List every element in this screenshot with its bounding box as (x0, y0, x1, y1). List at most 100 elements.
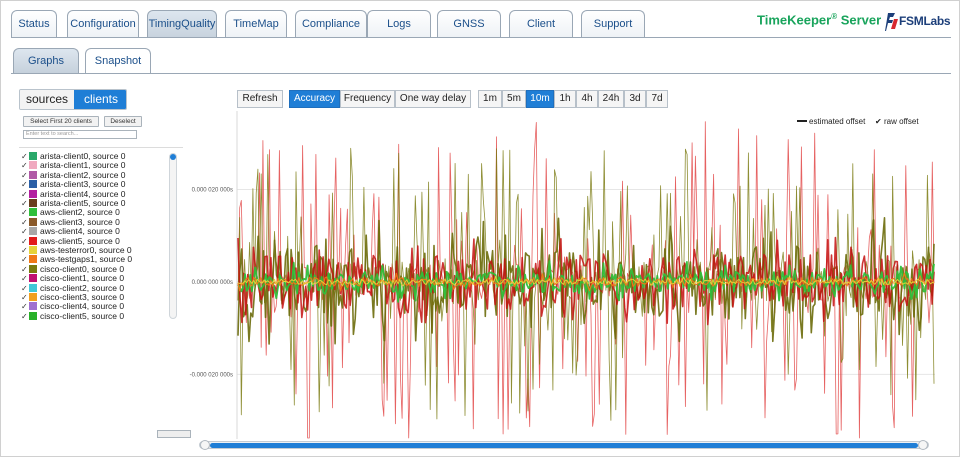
subtab-snapshot[interactable]: Snapshot (85, 48, 151, 73)
range-7d-button[interactable]: 7d (646, 90, 668, 108)
client-list-item[interactable]: ✓ aws-testgaps1, source 0 (21, 254, 132, 264)
tab-timemap[interactable]: TimeMap (225, 10, 287, 37)
mode-one-way-delay-button[interactable]: One way delay (395, 90, 471, 108)
client-list-scrollbar[interactable] (169, 153, 177, 319)
client-list-item[interactable]: ✓ cisco-client5, source 0 (21, 311, 124, 321)
tab-gnss[interactable]: GNSS (437, 10, 501, 37)
series-color-swatch (29, 170, 37, 179)
check-icon[interactable]: ✓ (21, 189, 28, 199)
check-icon[interactable]: ✓ (21, 180, 28, 190)
legend-raw-offset: raw offset (884, 117, 919, 126)
client-list-item[interactable]: ✓ aws-testerror0, source 0 (21, 245, 132, 255)
tab-compliance[interactable]: Compliance (295, 10, 367, 37)
client-list-item[interactable]: ✓ cisco-client2, source 0 (21, 283, 124, 293)
tab-support[interactable]: Support (581, 10, 645, 37)
tab-logs[interactable]: Logs (367, 10, 431, 37)
check-icon[interactable]: ✓ (21, 302, 28, 312)
client-list-item[interactable]: ✓ cisco-client0, source 0 (21, 264, 124, 274)
check-icon[interactable]: ✓ (21, 311, 28, 321)
check-icon[interactable]: ✓ (21, 293, 28, 302)
check-icon[interactable]: ✓ (21, 227, 28, 237)
mode-frequency-button[interactable]: Frequency (340, 90, 395, 108)
client-search-input[interactable]: Enter text to search... (23, 130, 137, 139)
tab-status[interactable]: Status (11, 10, 57, 37)
sources-clients-toggle: sources clients (19, 89, 127, 110)
range-24h-button[interactable]: 24h (598, 90, 624, 108)
client-label: aws-client3, source 0 (40, 216, 120, 227)
time-range-selection[interactable] (210, 443, 918, 448)
client-label: arista-client1, source 0 (40, 160, 126, 171)
check-icon[interactable]: ✓ (21, 274, 28, 284)
client-label: cisco-client4, source 0 (40, 301, 125, 312)
select-first-20-button[interactable]: Select First 20 clients (23, 116, 99, 127)
series-color-swatch (29, 199, 37, 207)
time-range-scrollbar[interactable] (199, 440, 929, 450)
check-icon: ✔ (875, 117, 882, 126)
client-list-item[interactable]: ✓ arista-client1, source 0 (21, 160, 126, 170)
logo-mark-icon (885, 13, 898, 31)
client-list-item[interactable]: ✓ arista-client5, source 0 (21, 198, 126, 208)
client-list-item[interactable]: ✓ aws-client5, source 0 (21, 236, 120, 246)
registered-mark: ® (831, 12, 838, 21)
check-icon[interactable]: ✓ (21, 161, 28, 171)
offset-chart[interactable]: 0.000 020 000s 0.000 000 000s -0.000 020 0… (175, 109, 945, 449)
check-icon[interactable]: ✓ (21, 208, 28, 218)
tab-bar-divider (11, 37, 951, 38)
check-icon[interactable]: ✓ (21, 255, 28, 265)
tab-timingquality[interactable]: TimingQuality (147, 10, 217, 37)
client-list-item[interactable]: ✓ aws-client3, source 0 (21, 217, 120, 227)
range-10m-button[interactable]: 10m (526, 90, 554, 108)
client-list-item[interactable]: ✓ arista-client4, source 0 (21, 189, 126, 199)
series-color-swatch (29, 152, 37, 160)
product-name: TimeKeeper (757, 12, 832, 28)
client-list-item[interactable]: ✓ cisco-client4, source 0 (21, 301, 124, 311)
check-icon[interactable]: ✓ (21, 170, 28, 180)
tab-client[interactable]: Client (509, 10, 573, 37)
client-label: aws-client4, source 0 (40, 226, 120, 237)
series-color-swatch (29, 302, 37, 311)
check-icon[interactable]: ✓ (21, 246, 28, 255)
range-1m-button[interactable]: 1m (478, 90, 502, 108)
check-icon[interactable]: ✓ (21, 264, 28, 274)
product-title: TimeKeeper® Server (757, 12, 881, 27)
clients-toggle-button[interactable]: clients (74, 90, 126, 109)
client-list-item[interactable]: ✓ arista-client2, source 0 (21, 170, 126, 180)
range-4h-button[interactable]: 4h (576, 90, 598, 108)
series-line (237, 260, 935, 303)
mode-accuracy-button[interactable]: Accuracy (289, 90, 340, 108)
check-icon[interactable]: ✓ (21, 236, 28, 246)
series-color-swatch (29, 283, 37, 292)
subtab-graphs[interactable]: Graphs (13, 48, 79, 73)
client-label: arista-client2, source 0 (40, 169, 126, 180)
small-button[interactable] (157, 430, 191, 438)
range-3d-button[interactable]: 3d (624, 90, 646, 108)
scrollbar-thumb[interactable] (170, 154, 176, 160)
series-color-swatch (29, 217, 37, 226)
range-1h-button[interactable]: 1h (554, 90, 576, 108)
refresh-button[interactable]: Refresh (237, 90, 283, 108)
client-list-item[interactable]: ✓ aws-client4, source 0 (21, 226, 120, 236)
client-list-item[interactable]: ✓ arista-client3, source 0 (21, 179, 126, 189)
check-icon[interactable]: ✓ (21, 199, 28, 208)
check-icon[interactable]: ✓ (21, 217, 28, 227)
series-color-swatch (29, 311, 37, 320)
series-color-swatch (29, 189, 37, 198)
series-color-swatch (29, 274, 37, 283)
client-list-item[interactable]: ✓ cisco-client1, source 0 (21, 273, 124, 283)
client-list: ✓ arista-client0, source 0 ✓ arista-client1… (21, 151, 169, 321)
client-list-item[interactable]: ✓ aws-client2, source 0 (21, 207, 120, 217)
series-line (237, 272, 935, 292)
range-end-handle[interactable] (918, 440, 928, 450)
deselect-button[interactable]: Deselect (104, 116, 142, 127)
client-list-item[interactable]: ✓ arista-client0, source 0 (21, 151, 126, 161)
check-icon[interactable]: ✓ (21, 152, 28, 161)
sources-toggle-button[interactable]: sources (20, 90, 74, 109)
tab-configuration[interactable]: Configuration (67, 10, 139, 37)
client-label: cisco-client0, source 0 (40, 263, 125, 274)
range-start-handle[interactable] (200, 440, 210, 450)
check-icon[interactable]: ✓ (21, 283, 28, 293)
range-5m-button[interactable]: 5m (502, 90, 526, 108)
series-color-swatch (29, 161, 37, 170)
product-suffix: Server (840, 12, 882, 28)
client-list-item[interactable]: ✓ cisco-client3, source 0 (21, 292, 124, 302)
